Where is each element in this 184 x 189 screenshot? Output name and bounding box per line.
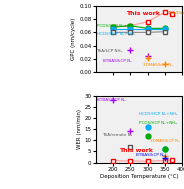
Text: This work: This work bbox=[126, 11, 160, 16]
Text: BTBAS/kCP N₂: BTBAS/kCP N₂ bbox=[103, 59, 131, 63]
Text: TSA/Direct N₂: TSA/Direct N₂ bbox=[167, 11, 184, 15]
Text: TSA/kCP NH₃: TSA/kCP NH₃ bbox=[97, 49, 123, 53]
Y-axis label: WER (nm/min): WER (nm/min) bbox=[77, 109, 82, 149]
Text: PCDS/HCP N₂+NH₃: PCDS/HCP N₂+NH₃ bbox=[139, 121, 177, 125]
Text: TSA/remote N₂: TSA/remote N₂ bbox=[102, 132, 132, 136]
Text: 3DMAS/kCP N₂: 3DMAS/kCP N₂ bbox=[150, 139, 180, 143]
X-axis label: Deposition Temperature (°C): Deposition Temperature (°C) bbox=[100, 174, 178, 180]
Text: BTBAS/kCP N₂: BTBAS/kCP N₂ bbox=[136, 153, 165, 156]
Text: PCDS/HCP N₂+NH₃: PCDS/HCP N₂+NH₃ bbox=[97, 24, 135, 28]
Y-axis label: GPC (nm/cycle): GPC (nm/cycle) bbox=[72, 18, 77, 60]
Text: This work: This work bbox=[119, 148, 153, 153]
Text: HCDS/HCP N₂+NH₃: HCDS/HCP N₂+NH₃ bbox=[97, 32, 135, 36]
Text: HCDS/HCP N₂+NH₃: HCDS/HCP N₂+NH₃ bbox=[139, 112, 177, 116]
Text: 3DMAS/kCP N₂: 3DMAS/kCP N₂ bbox=[143, 63, 173, 67]
Text: BTBAS/kCP N₂: BTBAS/kCP N₂ bbox=[97, 98, 125, 102]
